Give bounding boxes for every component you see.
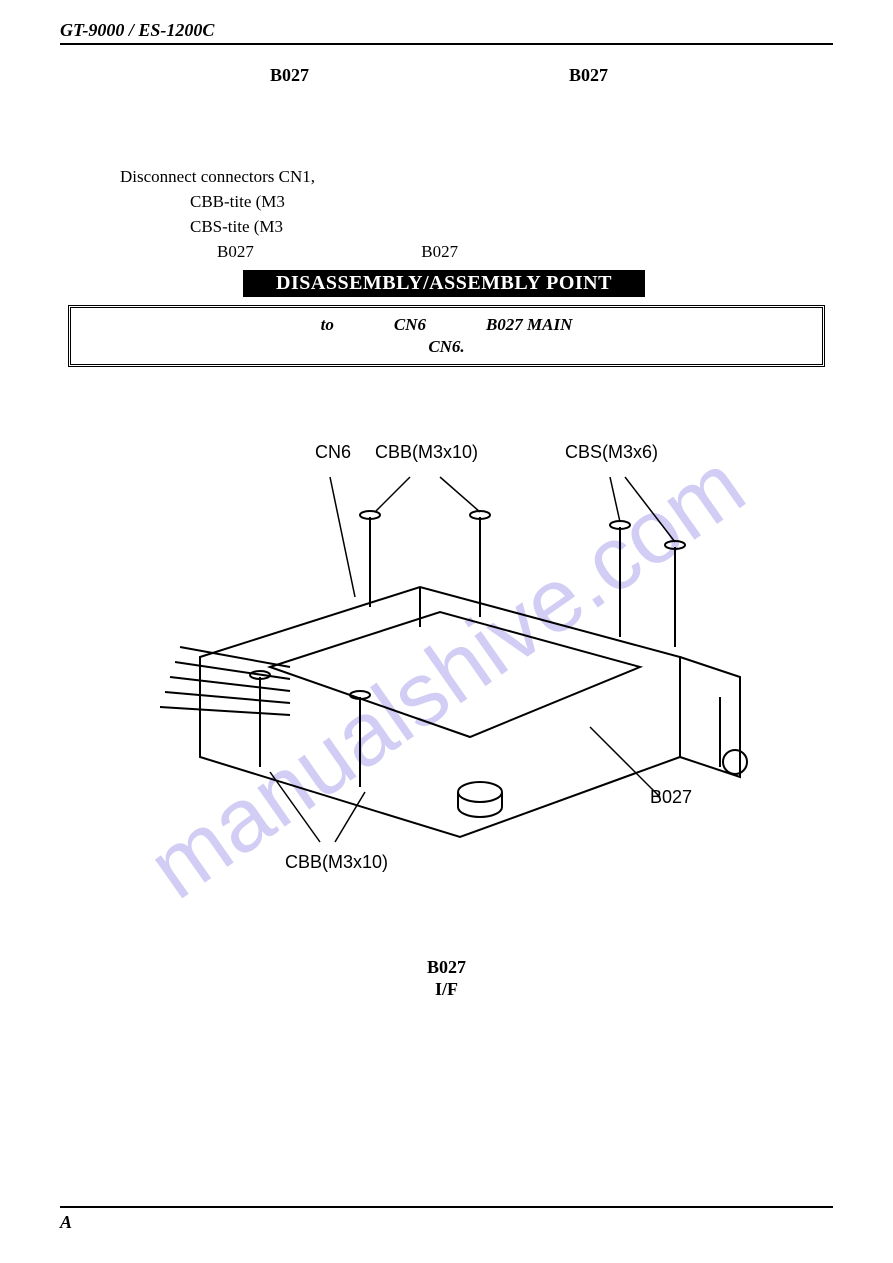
title-left: B027 bbox=[270, 65, 309, 86]
page-footer: A bbox=[60, 1206, 833, 1233]
note-cn6: CN6 bbox=[394, 314, 426, 336]
note-row-1: to CN6 B027 MAIN bbox=[75, 314, 818, 336]
page: GT-9000 / ES-1200C B027 B027 Disconnect … bbox=[0, 0, 893, 1263]
note-main: B027 MAIN bbox=[486, 314, 572, 336]
section-banner: DISASSEMBLY/ASSEMBLY POINT bbox=[243, 270, 645, 297]
note-row-2: CN6. bbox=[75, 336, 818, 358]
label-b027: B027 bbox=[650, 787, 692, 808]
label-cbb-bottom: CBB(M3x10) bbox=[285, 852, 388, 873]
page-header: GT-9000 / ES-1200C bbox=[60, 20, 833, 45]
body-line-4: B027 B027 bbox=[217, 241, 833, 264]
title-right: B027 bbox=[569, 65, 608, 86]
body-line-4-right: B027 bbox=[421, 241, 458, 264]
label-cn6: CN6 bbox=[315, 442, 351, 463]
body-line-2: CBB-tite (M3 bbox=[190, 191, 833, 214]
footer-text: A bbox=[60, 1212, 72, 1232]
header-model: GT-9000 / ES-1200C bbox=[60, 20, 214, 40]
label-cbb-top: CBB(M3x10) bbox=[375, 442, 478, 463]
note-to: to bbox=[321, 314, 334, 336]
caption-line-1: B027 bbox=[60, 957, 833, 979]
caption-line-2: I/F bbox=[60, 979, 833, 1001]
body-line-1: Disconnect connectors CN1, bbox=[120, 166, 833, 189]
title-row: B027 B027 bbox=[60, 65, 833, 86]
diagram-svg bbox=[120, 397, 770, 917]
figure: manualshive.com bbox=[60, 397, 833, 957]
body-text: Disconnect connectors CN1, CBB-tite (M3 … bbox=[60, 166, 833, 264]
note-box: to CN6 B027 MAIN CN6. bbox=[68, 305, 825, 367]
label-cbs: CBS(M3x6) bbox=[565, 442, 658, 463]
body-line-4-left: B027 bbox=[217, 241, 417, 264]
figure-caption: B027 I/F bbox=[60, 957, 833, 1000]
body-line-3: CBS-tite (M3 bbox=[190, 216, 833, 239]
